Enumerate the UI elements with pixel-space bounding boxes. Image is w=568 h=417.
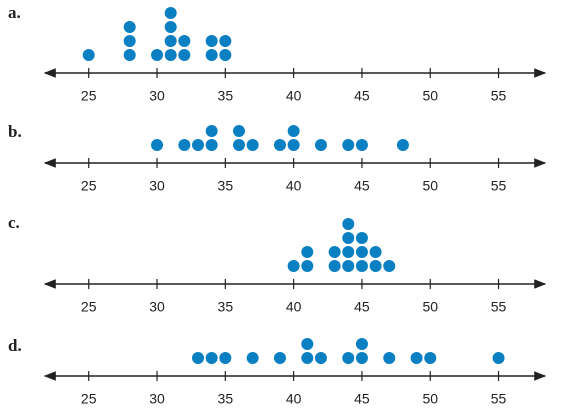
- panel-label: c.: [8, 213, 20, 232]
- dot: [287, 139, 300, 151]
- dot: [410, 352, 423, 364]
- x-tick-label: 50: [422, 299, 438, 315]
- x-tick-label: 30: [149, 391, 165, 407]
- dot: [301, 352, 314, 364]
- x-tick-label: 55: [491, 178, 507, 194]
- dot: [273, 352, 286, 364]
- dot: [355, 260, 368, 272]
- x-tick-label: 45: [354, 88, 370, 104]
- dot: [301, 246, 314, 258]
- dot: [328, 260, 341, 272]
- x-tick-label: 45: [354, 391, 370, 407]
- dot: [342, 232, 355, 244]
- dot: [205, 35, 218, 47]
- x-tick-label: 35: [218, 88, 234, 104]
- x-tick-label: 40: [286, 299, 302, 315]
- x-tick-label: 40: [286, 391, 302, 407]
- panel-label: d.: [8, 336, 22, 355]
- dot: [328, 246, 341, 258]
- dot: [273, 139, 286, 151]
- dot: [178, 139, 191, 151]
- dot: [301, 260, 314, 272]
- dot: [369, 246, 382, 258]
- dot: [355, 232, 368, 244]
- x-tick-label: 50: [422, 88, 438, 104]
- dot: [424, 352, 437, 364]
- x-tick-label: 35: [218, 299, 234, 315]
- dot: [314, 139, 327, 151]
- x-tick-label: 50: [422, 391, 438, 407]
- x-tick-label: 45: [354, 178, 370, 194]
- dot: [205, 49, 218, 61]
- panel-label: a.: [8, 3, 21, 22]
- dot: [192, 139, 205, 151]
- dot: [219, 35, 232, 47]
- dot: [123, 21, 136, 33]
- dot: [151, 139, 164, 151]
- dot: [342, 246, 355, 258]
- dot: [246, 352, 259, 364]
- x-tick-label: 50: [422, 178, 438, 194]
- dot: [123, 35, 136, 47]
- x-tick-label: 35: [218, 391, 234, 407]
- x-tick-label: 40: [286, 88, 302, 104]
- dot: [219, 352, 232, 364]
- dot: [355, 338, 368, 350]
- dot: [246, 139, 259, 151]
- x-tick-label: 30: [149, 178, 165, 194]
- dot: [383, 260, 396, 272]
- dot: [232, 125, 245, 137]
- x-tick-label: 40: [286, 178, 302, 194]
- dot: [342, 260, 355, 272]
- dot: [219, 49, 232, 61]
- x-tick-label: 25: [81, 88, 97, 104]
- x-tick-label: 45: [354, 299, 370, 315]
- dot: [205, 139, 218, 151]
- dot: [123, 49, 136, 61]
- dot: [192, 352, 205, 364]
- x-tick-label: 55: [491, 299, 507, 315]
- dot: [205, 352, 218, 364]
- x-tick-label: 25: [81, 178, 97, 194]
- dot: [232, 139, 245, 151]
- x-tick-label: 25: [81, 391, 97, 407]
- dot: [396, 139, 409, 151]
- x-tick-label: 55: [491, 88, 507, 104]
- dot: [383, 352, 396, 364]
- dot: [205, 125, 218, 137]
- dot: [164, 35, 177, 47]
- dot: [82, 49, 95, 61]
- dot: [151, 49, 164, 61]
- dot: [178, 49, 191, 61]
- dot: [287, 260, 300, 272]
- dot: [342, 139, 355, 151]
- dot: [178, 35, 191, 47]
- dot: [492, 352, 505, 364]
- dot: [342, 352, 355, 364]
- panel-label: b.: [8, 122, 22, 141]
- x-tick-label: 30: [149, 299, 165, 315]
- x-tick-label: 25: [81, 299, 97, 315]
- dot: [355, 246, 368, 258]
- x-tick-label: 55: [491, 391, 507, 407]
- dot: [342, 218, 355, 230]
- dot: [301, 338, 314, 350]
- dot: [355, 352, 368, 364]
- dot: [287, 125, 300, 137]
- dot: [355, 139, 368, 151]
- dot: [164, 7, 177, 19]
- dot: [314, 352, 327, 364]
- x-tick-label: 35: [218, 178, 234, 194]
- dot: [164, 21, 177, 33]
- dot: [164, 49, 177, 61]
- x-tick-label: 30: [149, 88, 165, 104]
- dot: [369, 260, 382, 272]
